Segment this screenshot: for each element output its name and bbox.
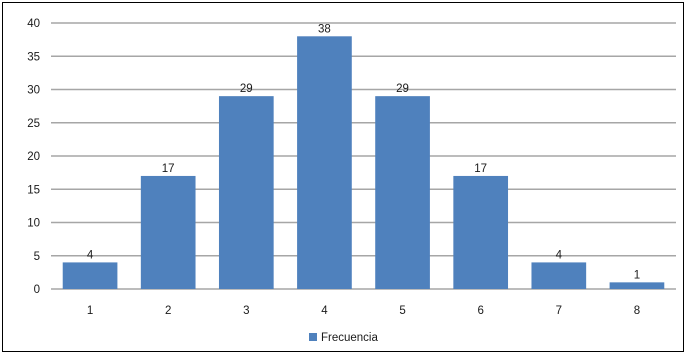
data-label: 17 xyxy=(162,163,175,175)
x-tick-label: 3 xyxy=(243,305,249,317)
data-label: 38 xyxy=(318,23,331,35)
x-tick-label: 6 xyxy=(477,305,483,317)
legend-label-frecuencia: Frecuencia xyxy=(321,332,378,344)
data-label: 4 xyxy=(87,249,94,261)
y-tick-label: 0 xyxy=(34,284,40,296)
data-label: 17 xyxy=(474,163,487,175)
data-label: 4 xyxy=(556,249,563,261)
bar xyxy=(62,262,118,289)
y-tick-label: 20 xyxy=(27,151,40,163)
x-tick-label: 1 xyxy=(87,305,93,317)
y-tick-label: 10 xyxy=(27,218,40,230)
bar xyxy=(453,175,509,289)
y-tick-label: 25 xyxy=(27,118,40,130)
x-axis-ticks: 1 2 3 4 5 6 7 8 xyxy=(87,305,640,317)
x-tick-label: 7 xyxy=(556,305,562,317)
bar xyxy=(375,96,430,290)
x-tick-label: 2 xyxy=(165,305,171,317)
x-tick-label: 8 xyxy=(634,305,640,317)
x-tick-label: 5 xyxy=(399,305,405,317)
data-label: 1 xyxy=(634,269,640,281)
y-axis-ticks: 0 5 10 15 20 25 30 35 40 xyxy=(27,18,40,296)
y-tick-label: 5 xyxy=(34,251,40,263)
data-labels: 4 17 29 38 29 17 4 1 xyxy=(87,23,640,281)
y-tick-label: 35 xyxy=(27,51,40,63)
y-tick-label: 30 xyxy=(27,85,40,97)
bar xyxy=(531,262,587,289)
bar xyxy=(609,282,665,289)
legend: Frecuencia xyxy=(309,332,378,344)
bar xyxy=(297,36,352,289)
y-tick-label: 40 xyxy=(27,18,40,30)
y-tick-label: 15 xyxy=(27,184,40,196)
data-label: 29 xyxy=(396,83,409,95)
x-tick-label: 4 xyxy=(321,305,328,317)
bars xyxy=(62,36,665,290)
bar xyxy=(140,175,196,289)
legend-swatch xyxy=(309,333,317,341)
data-label: 29 xyxy=(240,83,253,95)
bar xyxy=(218,96,274,290)
